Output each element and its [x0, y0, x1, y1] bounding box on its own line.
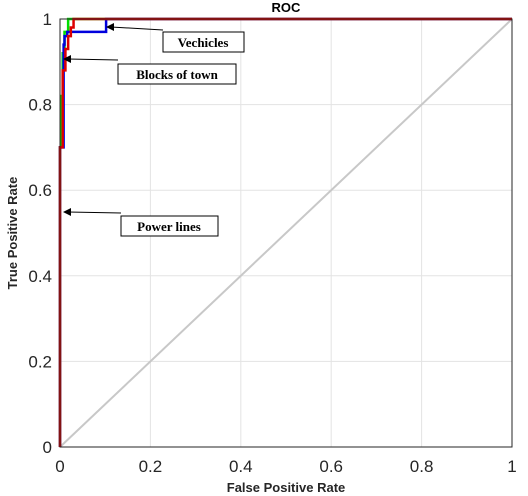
y-tick-label: 0.4 [28, 267, 52, 286]
annotation-arrow [67, 211, 122, 214]
arrowhead [63, 208, 71, 216]
y-tick-label: 0 [43, 438, 52, 457]
y-tick-label: 0.8 [28, 96, 52, 115]
annotation-label-power-lines: Power lines [137, 219, 201, 234]
x-tick-label: 0.6 [319, 457, 343, 476]
chart-title: ROC [272, 0, 302, 15]
y-axis-label: True Positive Rate [5, 177, 20, 290]
x-tick-label: 0.8 [410, 457, 434, 476]
arrowhead [106, 23, 114, 31]
x-tick-label: 0 [55, 457, 64, 476]
diagonal-reference-line [59, 18, 513, 448]
annotation-vechicles: Vechicles [106, 23, 245, 53]
annotation-label-blocks-of-town: Blocks of town [136, 67, 218, 82]
y-tick-label: 0.6 [28, 181, 52, 200]
annotation-power-lines: Power lines [63, 208, 219, 237]
roc-curve-3 [58, 17, 512, 447]
x-tick-label: 0.2 [139, 457, 163, 476]
annotation-arrow [110, 26, 164, 31]
series-group [58, 17, 513, 448]
x-tick-label: 0.4 [229, 457, 253, 476]
annotation-box [120, 215, 219, 237]
x-axis-label: False Positive Rate [227, 480, 346, 495]
y-tick-label: 0.2 [28, 352, 52, 371]
plot-frame [59, 18, 513, 448]
annotation-label-vechicles: Vechicles [178, 35, 229, 50]
x-tick-label: 1 [507, 457, 516, 476]
annotation-blocks-of-town: Blocks of town [63, 55, 237, 85]
annotation-arrow [67, 58, 119, 61]
gridlines [60, 19, 512, 447]
x-tick-labels: 0 0.2 0.4 0.6 0.8 1 [55, 457, 516, 476]
annotation-box [162, 31, 245, 53]
y-tick-labels: 0 0.2 0.4 0.6 0.8 1 [28, 10, 52, 457]
arrowhead [63, 55, 71, 63]
y-tick-label: 1 [43, 10, 52, 29]
annotation-box [117, 63, 237, 85]
